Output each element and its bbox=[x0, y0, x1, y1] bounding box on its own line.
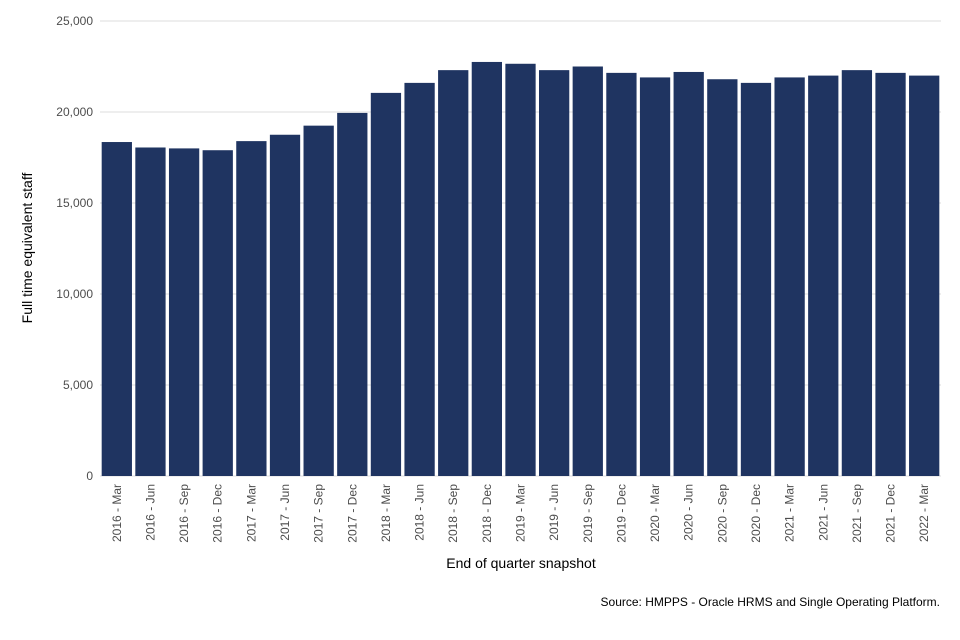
x-tick-label: 2021 - Dec bbox=[884, 484, 898, 543]
bar bbox=[370, 92, 402, 476]
bar bbox=[404, 82, 435, 476]
bar bbox=[774, 77, 805, 477]
x-tick-label: 2017 - Mar bbox=[244, 484, 258, 542]
x-axis-tick-labels: 2016 - Mar 2016 - Jun 2016 - Sep 2016 - Dec… bbox=[110, 484, 931, 543]
bar bbox=[875, 72, 906, 477]
x-tick-label: 2020 - Mar bbox=[648, 484, 662, 542]
y-tick-label: 5,000 bbox=[63, 378, 93, 392]
x-tick-label: 2016 - Jun bbox=[143, 484, 157, 541]
x-tick-label: 2019 - Jun bbox=[547, 484, 561, 541]
x-tick-label: 2019 - Dec bbox=[614, 484, 628, 543]
x-tick-label: 2016 - Mar bbox=[110, 484, 124, 542]
x-tick-label: 2016 - Dec bbox=[211, 484, 225, 543]
bar bbox=[539, 70, 570, 476]
bar bbox=[639, 77, 671, 477]
x-tick-label: 2017 - Jun bbox=[278, 484, 292, 541]
source-note: Source: HMPPS - Oracle HRMS and Single O… bbox=[601, 595, 940, 609]
y-tick-label: 15,000 bbox=[56, 196, 93, 210]
x-tick-label: 2021 - Sep bbox=[850, 484, 864, 543]
y-axis-title: Full time equivalent staff bbox=[19, 173, 35, 324]
y-tick-label: 10,000 bbox=[56, 287, 93, 301]
bar bbox=[168, 148, 200, 476]
bar bbox=[909, 75, 940, 476]
y-axis-tick-labels: 0 5,000 10,000 15,000 20,000 25,000 bbox=[56, 14, 93, 483]
bar bbox=[740, 82, 772, 476]
x-tick-label: 2020 - Dec bbox=[749, 484, 763, 543]
x-tick-label: 2018 - Mar bbox=[379, 484, 393, 542]
bar bbox=[337, 112, 368, 476]
bar bbox=[841, 70, 873, 476]
y-tick-label: 0 bbox=[86, 469, 93, 483]
x-tick-label: 2020 - Jun bbox=[682, 484, 696, 541]
bar bbox=[438, 70, 469, 476]
x-tick-label: 2019 - Sep bbox=[581, 484, 595, 543]
x-tick-label: 2018 - Sep bbox=[446, 484, 460, 543]
x-axis-title: End of quarter snapshot bbox=[446, 555, 596, 571]
x-tick-label: 2021 - Mar bbox=[783, 484, 797, 542]
x-tick-label: 2019 - Mar bbox=[514, 484, 528, 542]
x-tick-label: 2018 - Dec bbox=[480, 484, 494, 543]
bar bbox=[471, 61, 502, 476]
x-tick-label: 2022 - Mar bbox=[917, 484, 931, 542]
bar bbox=[606, 72, 637, 477]
bar bbox=[101, 142, 132, 476]
y-tick-label: 20,000 bbox=[56, 105, 93, 119]
bar bbox=[303, 125, 334, 477]
x-tick-label: 2017 - Dec bbox=[345, 484, 359, 543]
bars bbox=[101, 61, 940, 477]
y-tick-label: 25,000 bbox=[56, 14, 93, 28]
x-tick-label: 2018 - Jun bbox=[413, 484, 427, 541]
bar bbox=[572, 66, 603, 476]
x-tick-label: 2017 - Sep bbox=[312, 484, 326, 543]
x-tick-label: 2020 - Sep bbox=[715, 484, 729, 543]
bar bbox=[505, 63, 536, 477]
bar bbox=[135, 147, 166, 477]
bar bbox=[808, 75, 839, 476]
bar bbox=[673, 71, 704, 477]
bar bbox=[269, 134, 301, 476]
bar bbox=[202, 150, 233, 476]
bar bbox=[236, 141, 267, 476]
x-tick-label: 2021 - Jun bbox=[816, 484, 830, 541]
bar bbox=[707, 79, 738, 477]
x-tick-label: 2016 - Sep bbox=[177, 484, 191, 543]
